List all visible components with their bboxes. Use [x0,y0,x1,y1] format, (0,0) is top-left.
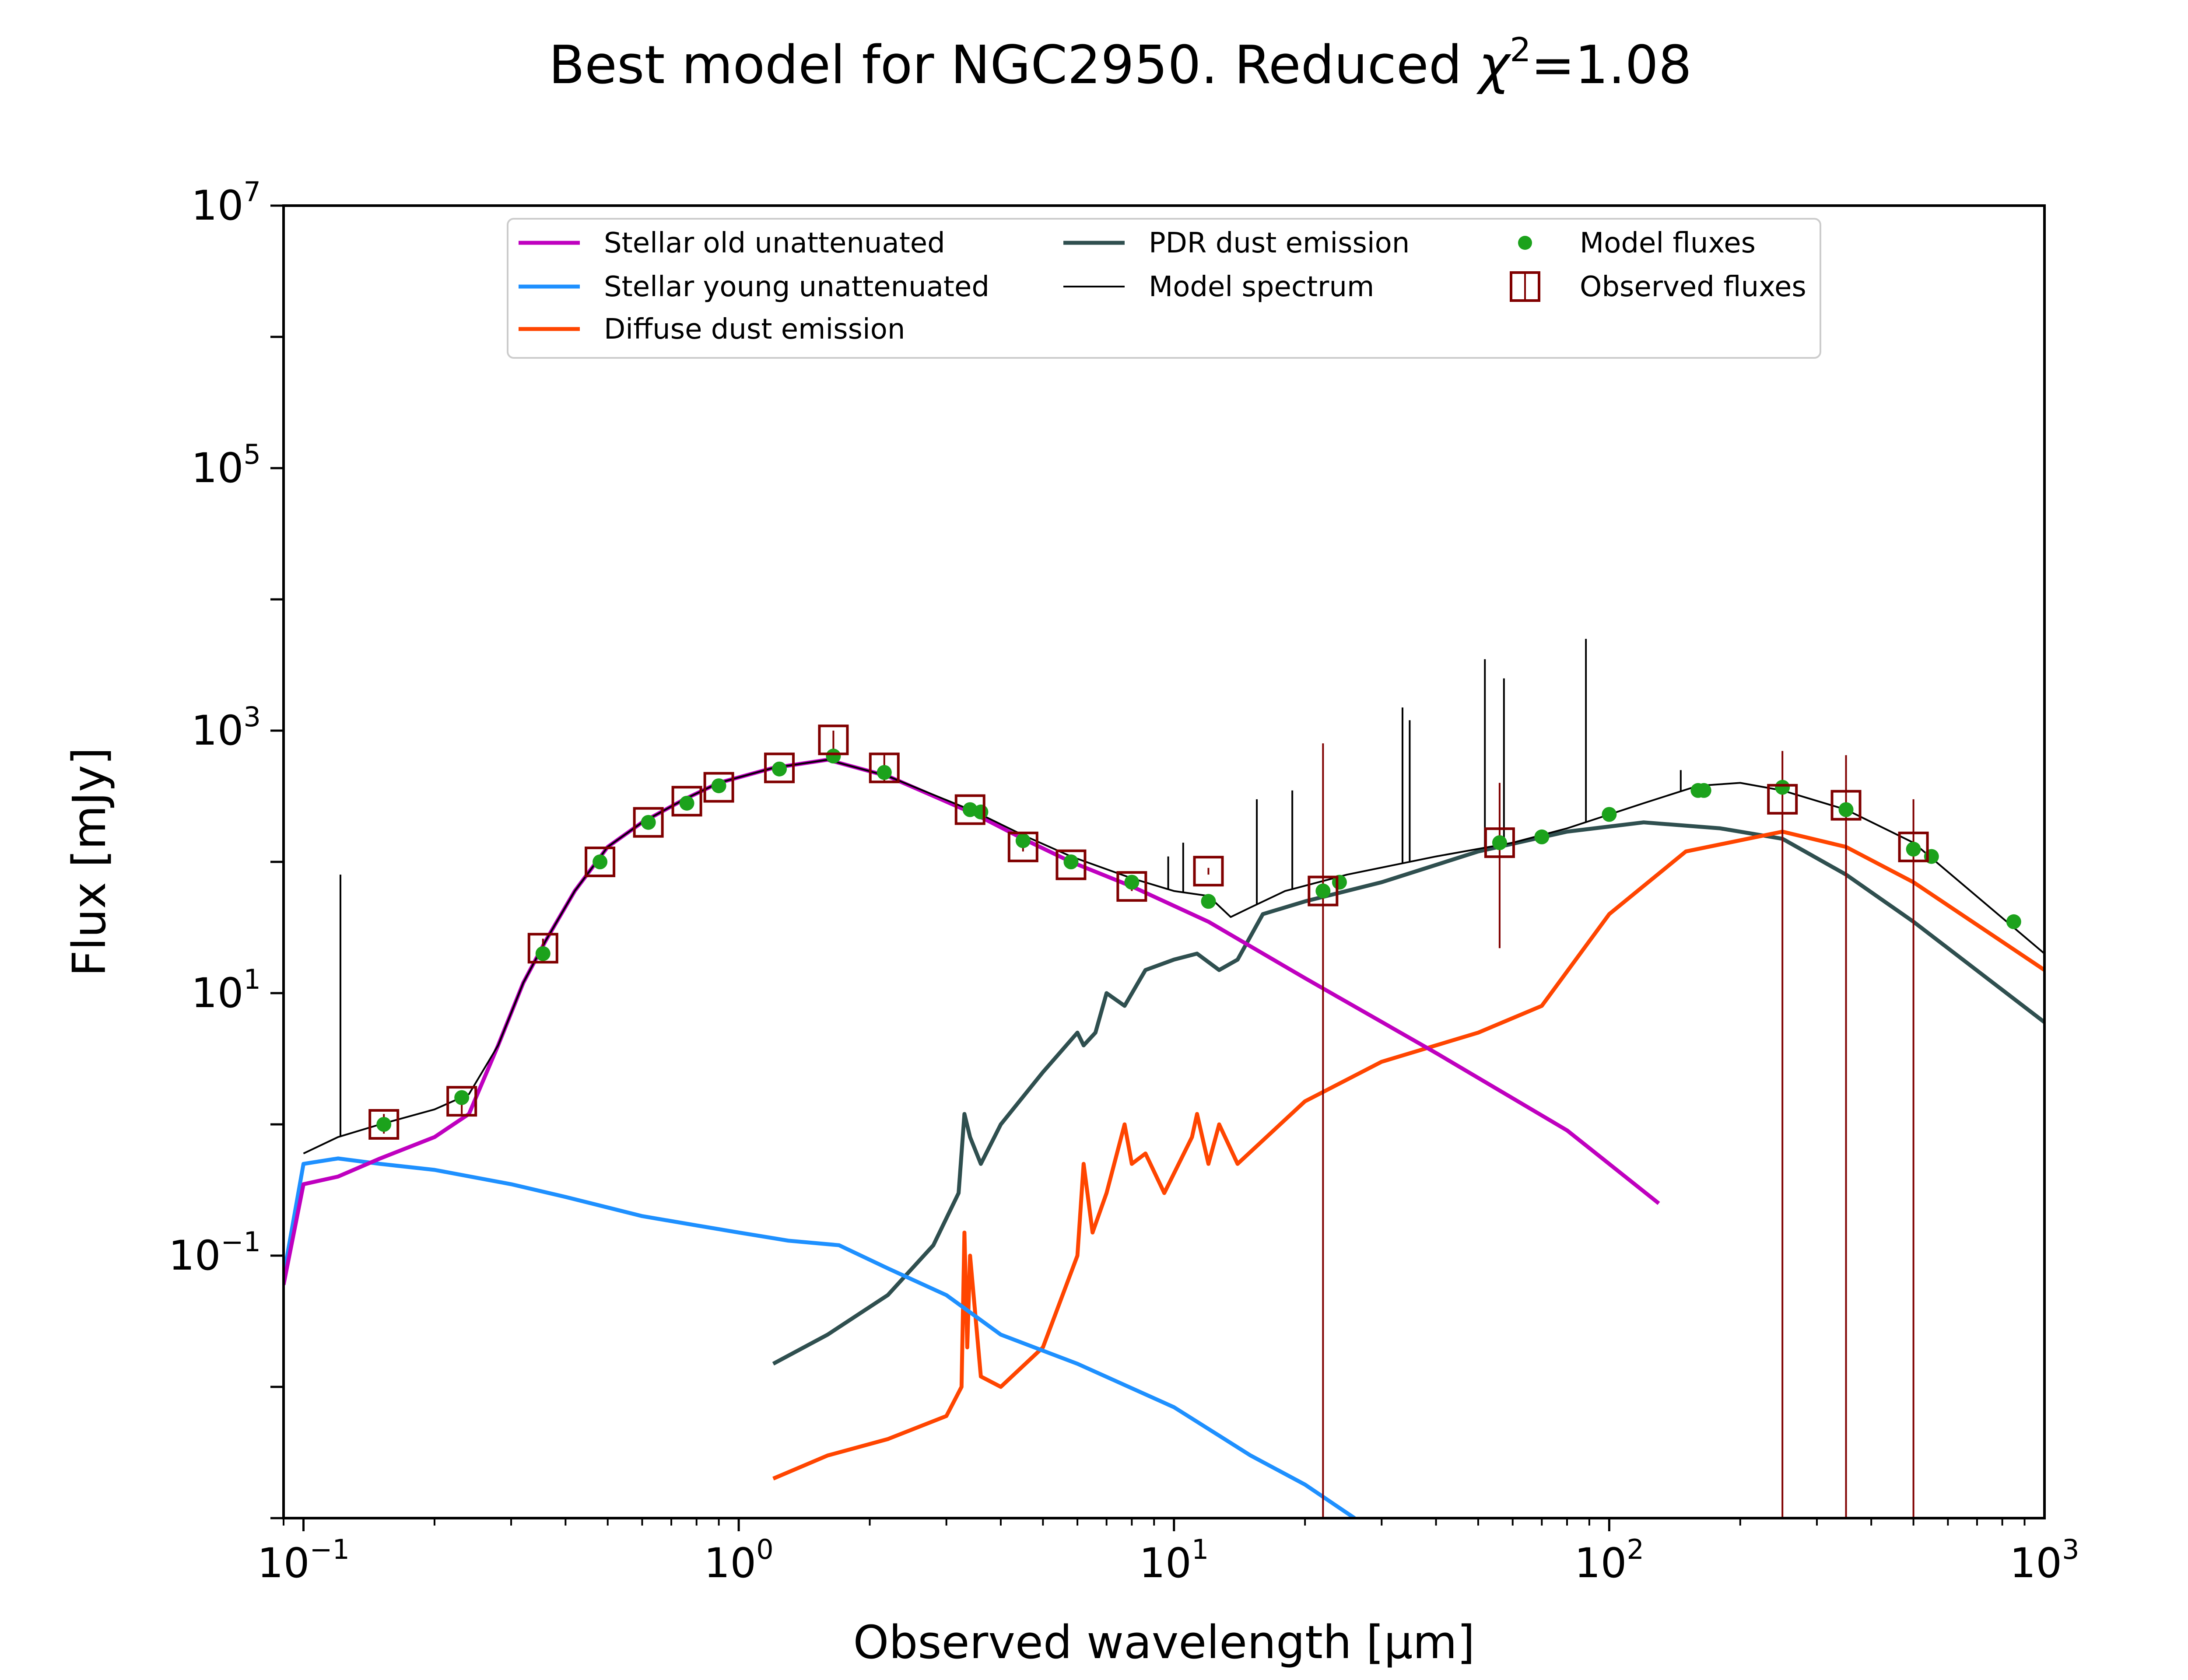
model-flux-point [973,804,989,819]
model-flux-point [772,761,787,777]
y-tick-label: 101 [191,963,261,1017]
model-flux-point [1015,833,1031,848]
x-tick-label: 100 [704,1533,774,1587]
observed-flux-point [1767,784,1798,815]
model-flux-point [2006,914,2021,929]
model-flux-point [593,854,608,869]
observed-flux-point [1007,831,1038,862]
legend: Stellar old unattenuated Stellar young un… [507,218,1821,359]
y-axis-label: Flux [mJy] [63,747,116,976]
series-diffuse-dust [772,830,2044,1480]
y-tick-label: 10−1 [168,1226,261,1280]
chart-title-chi: χ [1476,35,1511,96]
observed-flux-point [671,786,702,817]
observed-flux-point [1193,856,1224,887]
y-tick-label: 103 [191,701,261,755]
model-flux-point [1201,894,1216,909]
x-tick-label: 101 [1139,1533,1209,1587]
model-flux-point [641,815,656,830]
legend-handle-model-fluxes [1518,236,1532,250]
model-flux-point [1315,883,1331,899]
observed-flux-point [527,933,558,964]
observed-flux-point [1116,871,1147,902]
series-pdr-dust [772,820,2044,1366]
model-flux-point [1063,854,1079,869]
model-flux-point [454,1090,470,1105]
chart-title-value: =1.08 [1531,35,1692,96]
model-flux-point [711,778,726,794]
y-tick-label: 107 [191,176,261,230]
legend-label-stellar-young: Stellar young unattenuated [604,271,989,303]
observed-flux-point [703,772,734,803]
model-flux-point [376,1117,392,1132]
legend-label-stellar-old: Stellar old unattenuated [604,227,945,259]
observed-flux-point [1484,827,1515,858]
model-flux-point [826,749,841,764]
model-flux-point [535,946,551,961]
chart-title-sup: 2 [1510,30,1531,69]
y-tick-label: 105 [191,438,261,492]
legend-label-model-fluxes: Model fluxes [1580,227,1756,259]
plot-frame [282,204,2046,1519]
chart-title: Best model for NGC2950. Reduced χ2=1.08 [549,30,1692,96]
x-axis: 10−1 100 101 102 103 [257,1518,2079,1587]
observed-flux-point [1898,831,1929,862]
observed-flux-point [1830,790,1862,821]
x-tick-label: 102 [1574,1533,1644,1587]
observed-flux-point [446,1086,477,1117]
observed-flux-point [1055,849,1087,880]
model-flux-point [1124,875,1140,890]
series-layer [284,639,2044,1518]
observed-flux-point [1308,875,1339,906]
observed-flux-point [818,724,849,756]
legend-label-model-spectrum: Model spectrum [1149,271,1374,303]
model-flux-point [1602,807,1617,822]
markers-layer [368,724,2021,1518]
y-axis: 10−1 101 103 105 107 [168,176,284,1519]
x-tick-label: 10−1 [257,1533,350,1587]
model-flux-point [877,765,892,780]
legend-label-observed-fluxes: Observed fluxes [1580,271,1806,303]
model-flux-point [1492,835,1507,850]
observed-flux-point [633,807,664,838]
x-axis-label: Observed wavelength [μm] [853,1616,1475,1669]
model-flux-point [1775,780,1790,795]
x-tick-label: 103 [2009,1533,2079,1587]
model-flux-point [1534,829,1550,844]
series-stellar-old [284,758,1660,1285]
observed-flux-point [368,1109,400,1140]
model-flux-point [1906,841,1921,857]
observed-flux-point [585,847,616,877]
legend-label-pdr-dust: PDR dust emission [1149,227,1410,259]
legend-label-diffuse-dust: Diffuse dust emission [604,313,905,346]
model-flux-point [1838,802,1854,817]
series-model-spectrum [303,759,2044,1155]
legend-box [507,218,1821,359]
model-flux-point [1696,783,1711,798]
series-stellar-young [284,1156,1356,1518]
chart-title-main: Best model for NGC2950. Reduced [549,35,1479,96]
observed-flux-point [954,794,985,825]
observed-flux-point [869,752,900,784]
model-flux-point [679,795,694,811]
observed-flux-point [764,752,795,784]
